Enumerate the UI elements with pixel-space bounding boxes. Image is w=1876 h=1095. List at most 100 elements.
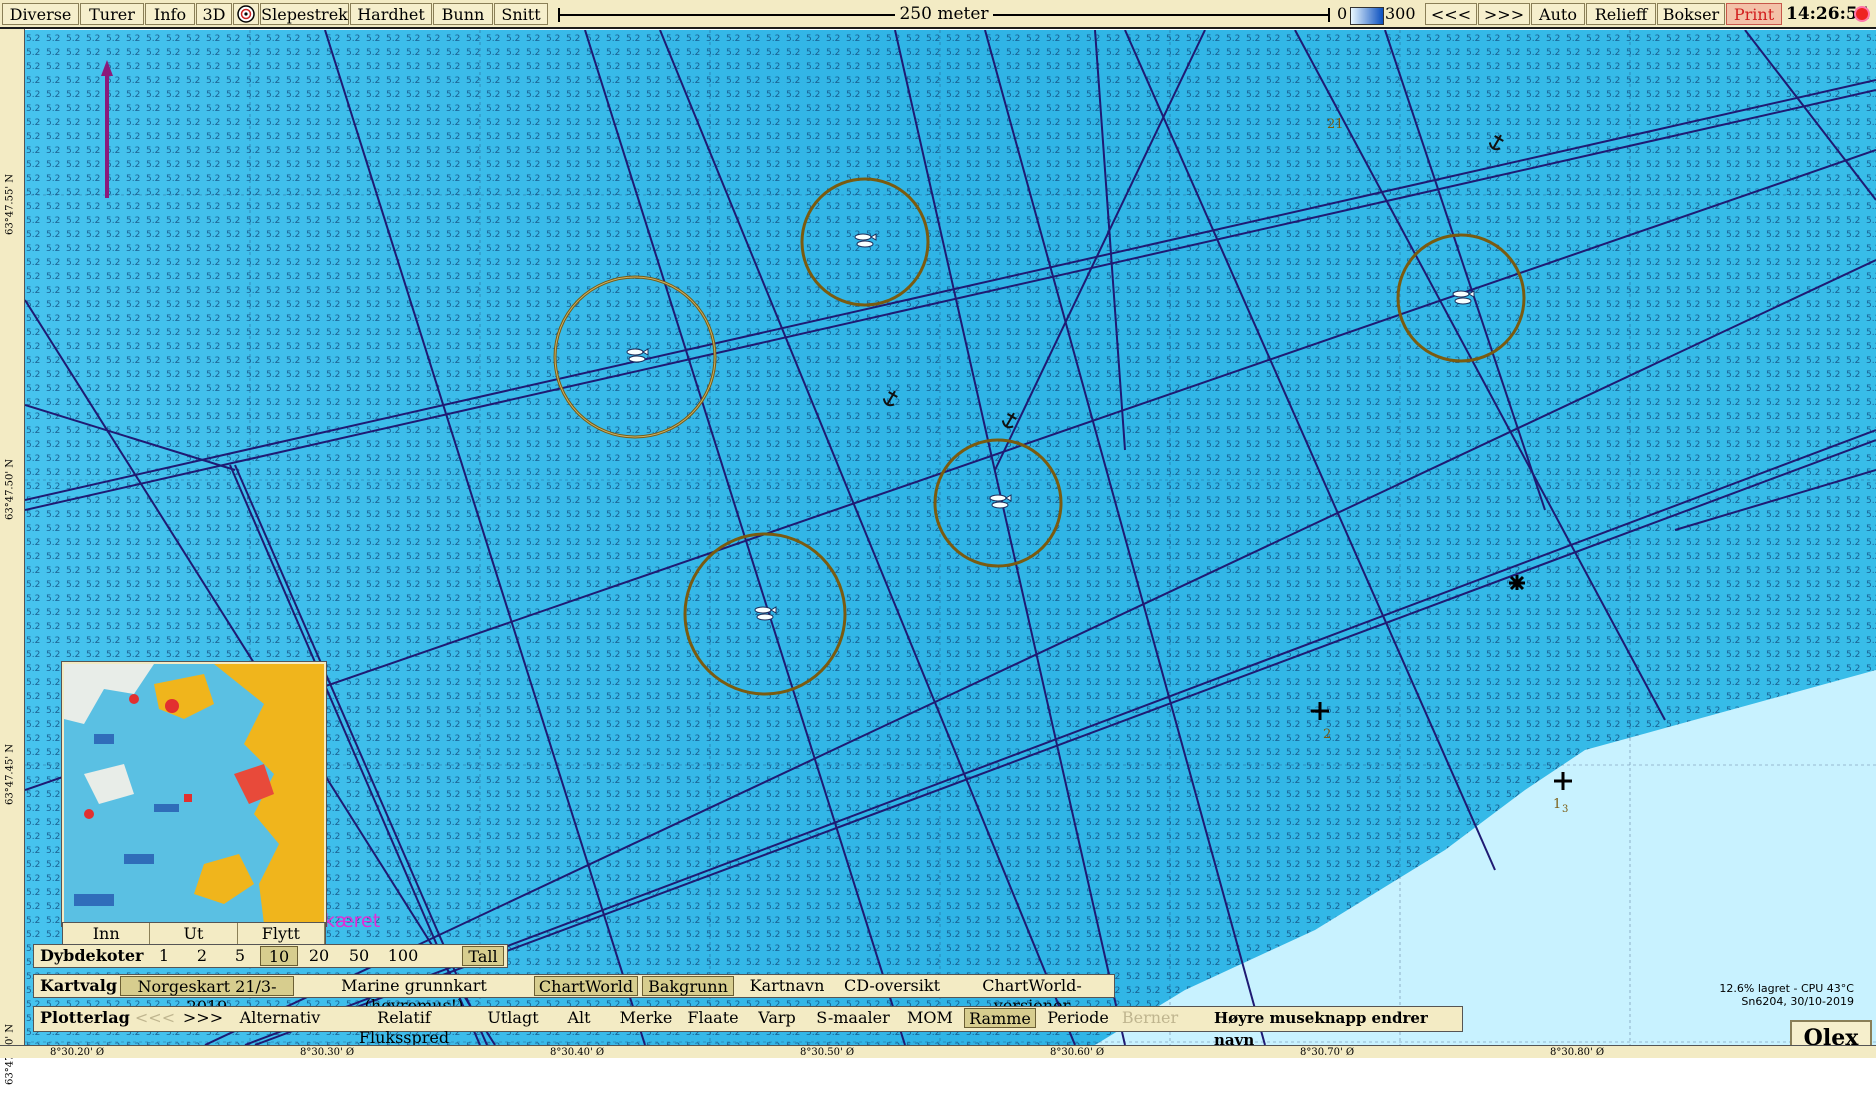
overview-map-controls: Inn Ut Flytt [62,922,326,946]
kartvalg-label: Kartvalg [40,976,118,995]
cross-marker-icon[interactable] [1509,575,1525,591]
overview-map-canvas [64,664,324,924]
lon-label: 8°30.30' Ø [300,1047,355,1058]
depth-color-bar [1350,7,1384,25]
layer-prev-button[interactable]: <<< [134,1008,176,1027]
snitt-button[interactable]: Snitt [494,3,548,25]
layer-option[interactable]: Merke [619,1008,673,1027]
contour-option[interactable]: 20 [308,946,330,965]
scale-bar: 250 meter [558,4,1330,24]
contour-option[interactable]: 50 [348,946,370,965]
fish-ring[interactable] [1396,233,1526,363]
fish-ring[interactable] [683,532,847,696]
map-option[interactable]: Norgeskart 21/3-2019 [120,976,294,1016]
map-canvas: 5.2 [25,30,1876,1045]
layer-option[interactable]: MOM [907,1008,953,1027]
fish-school-icon [854,233,877,248]
map-option[interactable]: ChartWorld-versjoner [982,976,1082,1015]
auto-button[interactable]: Auto [1531,3,1585,25]
lon-label: 8°30.80' Ø [1550,1047,1605,1058]
move-button[interactable]: Flytt [238,923,325,945]
layer-option[interactable]: Ramme [964,1008,1036,1028]
overview-map[interactable] [61,661,327,927]
serial-date-status: Sn6204, 30/10-2019 [1741,995,1854,1008]
contour-option[interactable]: 5 [234,946,246,965]
map-option[interactable]: CD-oversikt [843,976,940,995]
fish-school-icon [754,606,777,621]
layer-option[interactable]: Periode [1047,1008,1109,1027]
zoom-out-button[interactable]: Ut [150,923,238,945]
map-option[interactable]: ChartWorld [534,976,638,996]
anchor-icon[interactable] [1001,410,1019,430]
north-arrow-icon [101,60,113,198]
slepestrek-button[interactable]: Slepestrek [260,3,349,25]
fish-ring[interactable] [553,275,717,439]
map-option[interactable]: Kartnavn [749,976,825,995]
lon-label: 8°30.20' Ø [50,1047,105,1058]
depth-min-label: 0 [1337,4,1348,23]
fish-school-icon [1452,290,1475,305]
layer-option[interactable]: Alternativ [239,1008,321,1027]
layer-next-button[interactable]: >>> [182,1008,224,1027]
marker-label: 1 [1553,797,1561,812]
diverse-button[interactable]: Diverse [2,3,79,25]
storage-cpu-status: 12.6% lagret - CPU 43°C [1719,982,1854,995]
nav-back-button[interactable]: <<< [1425,3,1477,25]
hardhet-button[interactable]: Hardhet [350,3,432,25]
layer-option[interactable]: Flaate [687,1008,739,1027]
target-icon [237,5,255,23]
fish-ring[interactable] [800,177,930,307]
anchor-icon[interactable] [882,388,900,408]
status-info: 12.6% lagret - CPU 43°C Sn6204, 30/10-20… [1719,982,1854,1008]
contour-option[interactable]: 100 [387,946,419,965]
anchor-icon[interactable] [1488,132,1506,152]
contour-option[interactable]: Tall [462,946,504,966]
marker-label: 21 [1327,117,1344,132]
zoom-in-button[interactable]: Inn [63,923,151,945]
shallow-area [1095,670,1876,1045]
map-option[interactable]: Bakgrunn [642,976,734,996]
layer-option[interactable]: S-maaler [816,1008,890,1027]
lon-label: 8°30.50' Ø [800,1047,855,1058]
cross-marker-icon[interactable] [1554,772,1572,790]
fish-school-icon [989,494,1012,509]
lon-label: 8°30.60' Ø [1050,1047,1105,1058]
dybdekoter-label: Dybdekoter [40,946,144,965]
fish-ring[interactable] [933,438,1063,568]
target-button[interactable] [233,3,259,25]
nav-forward-button[interactable]: >>> [1478,3,1530,25]
place-name: kæret [324,910,381,932]
layer-option[interactable]: Berner [1121,1008,1179,1027]
layer-option[interactable]: Utlagt [487,1008,539,1027]
3d-button[interactable]: 3D [196,3,232,25]
layer-option[interactable]: Relatif Fluksspred [358,1008,450,1047]
fish-school-icon [626,348,649,363]
marker-label: 2 [1323,727,1331,742]
marker-label: 3 [1562,804,1568,815]
map-option[interactable]: Marine grunnkart (høyremus!) [341,976,487,1015]
info-button[interactable]: Info [145,3,195,25]
print-button[interactable]: Print [1726,3,1782,25]
bunn-button[interactable]: Bunn [433,3,493,25]
chart-map[interactable]: 5.2 [25,30,1876,1045]
lat-label: 63°47.55' N [4,173,16,236]
plotterlag-label: Plotterlag [40,1008,130,1027]
lon-label: 8°30.40' Ø [550,1047,605,1058]
clock: 14:26:54 [1786,4,1870,24]
scale-label: 250 meter [895,4,993,24]
lon-label: 8°30.70' Ø [1300,1047,1355,1058]
record-icon[interactable] [1856,8,1868,20]
layer-option[interactable]: Varp [758,1008,796,1027]
relieff-button[interactable]: Relieff [1586,3,1656,25]
cross-marker-icon[interactable] [1311,702,1329,720]
layer-option[interactable]: Alt [567,1008,591,1027]
turer-button[interactable]: Turer [80,3,144,25]
bokser-button[interactable]: Bokser [1657,3,1725,25]
contour-option[interactable]: 2 [196,946,208,965]
contour-option[interactable]: 1 [158,946,170,965]
longitude-axis: 8°30.20' Ø 8°30.30' Ø 8°30.40' Ø 8°30.50… [0,1045,1876,1058]
rename-hint: Høyre museknapp endrer navn [1214,1009,1428,1049]
plotterlag-panel: Plotterlag <<< >>> Alternativ Relatif Fl… [33,1006,1463,1049]
contour-option[interactable]: 10 [260,946,298,966]
kartvalg-panel: Kartvalg Norgeskart 21/3-2019 Marine gru… [33,974,1115,1016]
